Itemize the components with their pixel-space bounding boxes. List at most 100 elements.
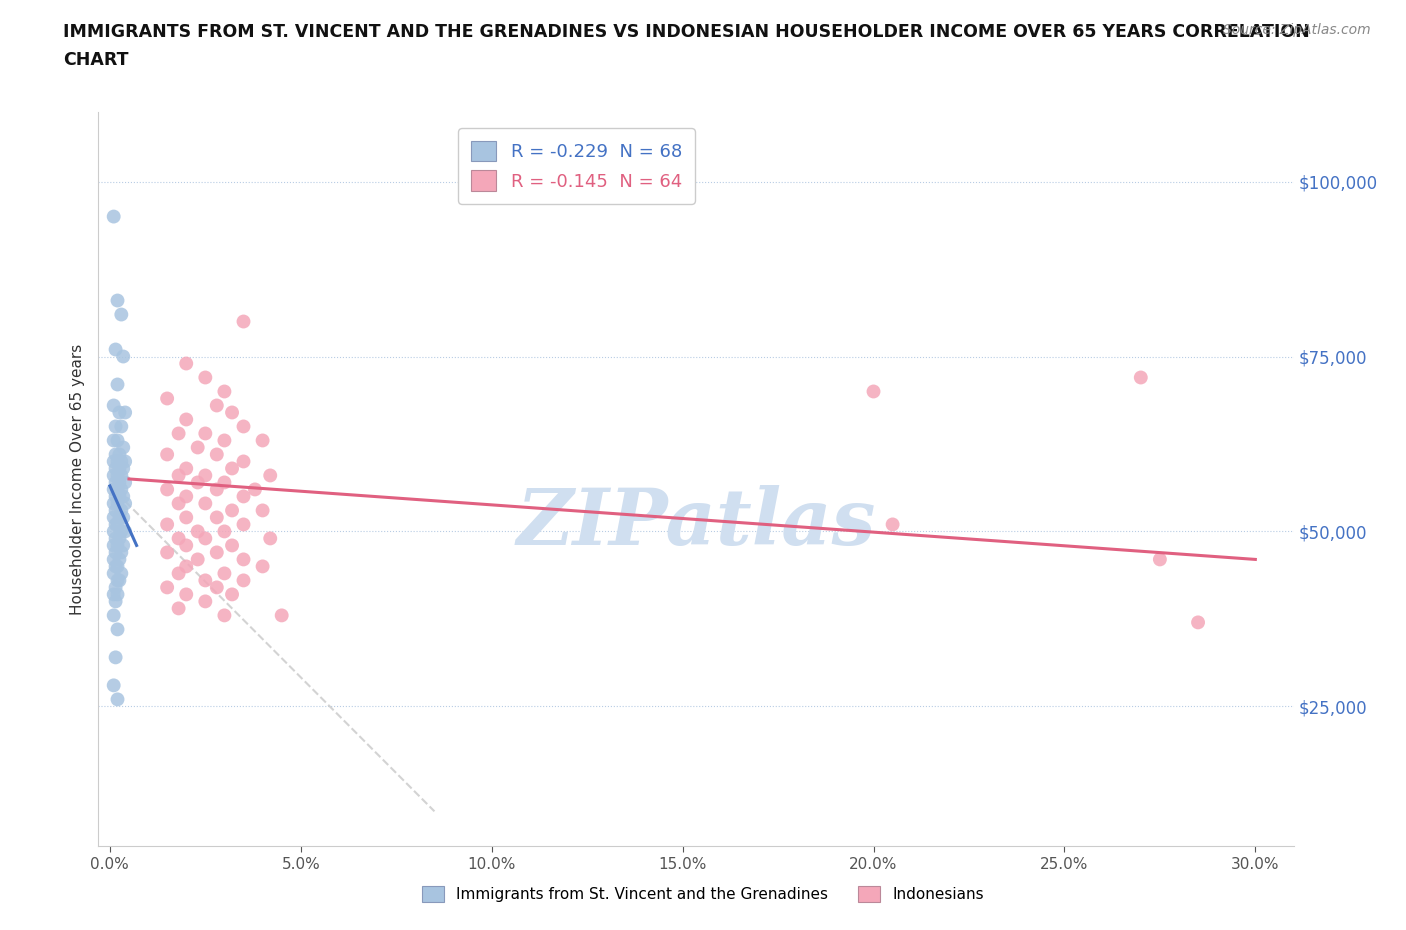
Point: [862, 384, 884, 399]
Point: [104, 475, 127, 490]
Point: [107, 454, 129, 469]
Point: [107, 377, 129, 392]
Point: [214, 566, 236, 581]
Point: [108, 475, 131, 490]
Point: [104, 545, 127, 560]
Point: [167, 496, 190, 511]
Point: [252, 433, 274, 448]
Legend: R = -0.229  N = 68, R = -0.145  N = 64: R = -0.229 N = 68, R = -0.145 N = 64: [458, 128, 695, 204]
Point: [110, 468, 132, 483]
Point: [205, 580, 228, 595]
Point: [156, 447, 179, 462]
Point: [187, 552, 209, 567]
Point: [104, 447, 127, 462]
Point: [221, 587, 243, 602]
Point: [108, 489, 131, 504]
Point: [167, 531, 190, 546]
Point: [214, 433, 236, 448]
Point: [167, 426, 190, 441]
Point: [104, 461, 127, 476]
Point: [270, 608, 292, 623]
Point: [156, 391, 179, 405]
Point: [104, 580, 127, 595]
Point: [167, 566, 190, 581]
Point: [221, 503, 243, 518]
Point: [104, 650, 127, 665]
Text: Source: ZipAtlas.com: Source: ZipAtlas.com: [1223, 23, 1371, 37]
Point: [156, 517, 179, 532]
Point: [232, 419, 254, 434]
Point: [104, 489, 127, 504]
Point: [187, 524, 209, 538]
Point: [194, 531, 217, 546]
Point: [114, 475, 136, 490]
Point: [110, 545, 132, 560]
Point: [107, 573, 129, 588]
Point: [104, 503, 127, 518]
Point: [259, 531, 281, 546]
Point: [110, 482, 132, 497]
Point: [103, 538, 125, 552]
Point: [103, 398, 125, 413]
Point: [194, 426, 217, 441]
Point: [110, 503, 132, 518]
Point: [194, 370, 217, 385]
Point: [107, 482, 129, 497]
Point: [232, 454, 254, 469]
Point: [103, 566, 125, 581]
Legend: Immigrants from St. Vincent and the Grenadines, Indonesians: Immigrants from St. Vincent and the Gren…: [416, 880, 990, 909]
Point: [107, 517, 129, 532]
Point: [205, 482, 228, 497]
Point: [108, 405, 131, 420]
Point: [108, 552, 131, 567]
Point: [103, 468, 125, 483]
Point: [205, 398, 228, 413]
Point: [232, 517, 254, 532]
Point: [112, 538, 135, 552]
Point: [174, 412, 197, 427]
Point: [174, 461, 197, 476]
Point: [167, 468, 190, 483]
Point: [214, 384, 236, 399]
Point: [214, 524, 236, 538]
Point: [103, 552, 125, 567]
Point: [187, 440, 209, 455]
Point: [174, 538, 197, 552]
Point: [1187, 615, 1209, 630]
Point: [107, 692, 129, 707]
Point: [112, 461, 135, 476]
Point: [103, 587, 125, 602]
Point: [187, 475, 209, 490]
Point: [110, 524, 132, 538]
Text: CHART: CHART: [63, 51, 129, 69]
Point: [104, 419, 127, 434]
Point: [107, 538, 129, 552]
Point: [108, 447, 131, 462]
Point: [107, 622, 129, 637]
Point: [205, 510, 228, 525]
Point: [107, 587, 129, 602]
Point: [259, 468, 281, 483]
Point: [103, 608, 125, 623]
Point: [103, 496, 125, 511]
Point: [174, 356, 197, 371]
Point: [114, 496, 136, 511]
Point: [232, 489, 254, 504]
Point: [1149, 552, 1171, 567]
Point: [108, 461, 131, 476]
Point: [103, 433, 125, 448]
Point: [103, 510, 125, 525]
Point: [112, 349, 135, 364]
Point: [107, 496, 129, 511]
Point: [103, 454, 125, 469]
Point: [252, 503, 274, 518]
Point: [214, 475, 236, 490]
Point: [107, 293, 129, 308]
Text: ZIPatlas: ZIPatlas: [516, 485, 876, 562]
Point: [205, 447, 228, 462]
Point: [108, 531, 131, 546]
Point: [221, 461, 243, 476]
Point: [112, 510, 135, 525]
Point: [108, 573, 131, 588]
Point: [110, 454, 132, 469]
